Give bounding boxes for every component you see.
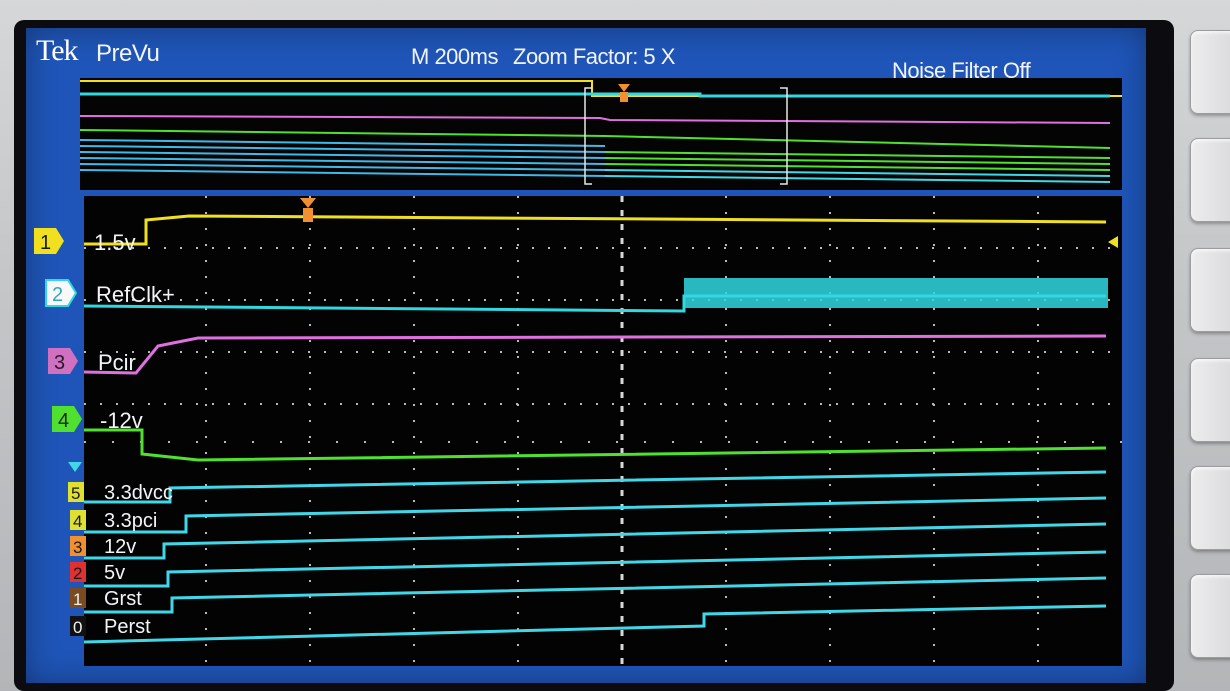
ch2-label: RefClk+ xyxy=(96,282,175,307)
trace-ch4 xyxy=(84,428,1107,462)
ch1-marker[interactable]: 1 1.5v xyxy=(34,228,136,255)
trigger-level-icon xyxy=(1108,236,1118,248)
svg-text:3.3pci: 3.3pci xyxy=(104,510,157,532)
timebase-readout[interactable]: M 200ms xyxy=(411,44,498,69)
ch4-label: -12v xyxy=(100,408,143,433)
overview-digital-8 xyxy=(604,157,1111,165)
overview-digital-5 xyxy=(80,163,606,171)
overview-digital-6 xyxy=(80,169,606,177)
svg-text:5v: 5v xyxy=(104,562,125,584)
trace-digital-1 xyxy=(84,576,1107,614)
scope-screen: Tek PreVu M 200ms Zoom Factor: 5 X Noise… xyxy=(26,28,1146,683)
overview-digital-3 xyxy=(80,151,606,159)
overview-trace-ch2 xyxy=(80,92,1110,98)
brand-logo: Tek xyxy=(36,34,79,67)
ch3-number: 3 xyxy=(54,352,65,374)
channel-marker-icon xyxy=(45,279,78,307)
side-menu-button-5[interactable] xyxy=(1190,466,1230,550)
side-menu-button-6[interactable] xyxy=(1190,574,1230,658)
ch1-label: 1.5v xyxy=(94,230,136,255)
side-menu-button-1[interactable] xyxy=(1190,30,1230,114)
overview-digital-1 xyxy=(80,139,606,147)
trace-ch2-clock-burst xyxy=(684,278,1108,308)
ch2-number: 2 xyxy=(52,284,63,306)
side-menu-button-4[interactable] xyxy=(1190,358,1230,442)
digital-label-2[interactable]: 2 5v xyxy=(70,562,125,584)
overview-digital-4 xyxy=(80,157,606,165)
digital-label-3[interactable]: 3 12v xyxy=(70,536,136,558)
svg-text:3: 3 xyxy=(73,538,82,557)
overview-traces xyxy=(80,80,1122,185)
overview-trace-ch3 xyxy=(80,115,1111,124)
svg-text:12v: 12v xyxy=(104,536,136,558)
overview-digital-7 xyxy=(604,151,1111,159)
ch4-number: 4 xyxy=(58,410,69,432)
trigger-position-icon[interactable] xyxy=(300,198,316,222)
digital-label-0[interactable]: 0 Perst xyxy=(70,616,151,638)
digital-label-4[interactable]: 4 3.3pci xyxy=(70,510,157,532)
channel-marker-icon xyxy=(34,228,64,254)
trigger-position-icon[interactable] xyxy=(618,84,630,102)
svg-text:4: 4 xyxy=(73,512,82,531)
waveform-graticule[interactable] xyxy=(84,196,1122,666)
trace-digital-5 xyxy=(84,470,1107,504)
zoom-factor-readout[interactable]: Zoom Factor: 5 X xyxy=(513,44,675,69)
channel-label-layer: 1 1.5v 2 RefClk+ 3 Pcir 4 -12v 5 3.3dvcc… xyxy=(34,228,175,638)
acquisition-mode: PreVu xyxy=(96,40,160,67)
ch3-label: Pcir xyxy=(98,350,136,375)
trace-digital-2 xyxy=(84,550,1107,588)
svg-text:2: 2 xyxy=(73,564,82,583)
ch3-marker[interactable]: 3 Pcir xyxy=(48,348,136,375)
overview-window[interactable] xyxy=(80,78,1122,190)
digital-label-1[interactable]: 1 Grst xyxy=(70,588,142,610)
overview-digital-10 xyxy=(604,169,1111,177)
svg-text:Perst: Perst xyxy=(104,616,151,638)
overview-digital-9 xyxy=(604,163,1111,171)
svg-text:0: 0 xyxy=(73,618,82,637)
trace-digital-3 xyxy=(84,522,1107,560)
channel-marker-icon xyxy=(52,406,82,432)
trace-digital-4 xyxy=(84,496,1107,534)
trace-ch3 xyxy=(84,334,1107,375)
svg-text:5: 5 xyxy=(71,484,80,503)
trace-ch1 xyxy=(84,214,1107,246)
digital-group-icon xyxy=(68,462,82,472)
ch2-marker[interactable]: 2 RefClk+ xyxy=(45,279,175,307)
overview-digital-11 xyxy=(604,175,1111,183)
side-menu-button-2[interactable] xyxy=(1190,138,1230,222)
overview-digital-2 xyxy=(80,145,606,153)
svg-text:3.3dvcc: 3.3dvcc xyxy=(104,482,173,504)
overview-trace-ch4 xyxy=(80,129,1111,149)
zoom-box xyxy=(584,87,788,185)
svg-text:Grst: Grst xyxy=(104,588,142,610)
channel-marker-icon xyxy=(48,348,78,374)
ch1-number: 1 xyxy=(40,232,51,254)
side-menu-button-3[interactable] xyxy=(1190,248,1230,332)
digital-label-5[interactable]: 5 3.3dvcc xyxy=(68,482,173,504)
trace-digital-0 xyxy=(84,604,1107,644)
ch4-marker[interactable]: 4 -12v xyxy=(52,406,143,433)
waveform-traces xyxy=(84,198,1118,644)
svg-text:1: 1 xyxy=(73,590,82,609)
